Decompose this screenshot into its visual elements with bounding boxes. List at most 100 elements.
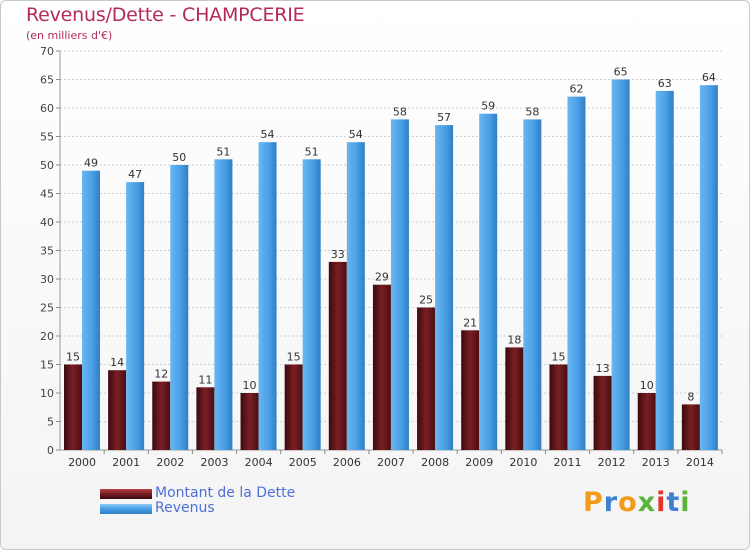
logo-letter: o [618,487,638,518]
legend-swatch-revenus [100,504,152,514]
data-label-revenus: 64 [702,71,716,84]
data-label-dette: 12 [154,368,168,381]
data-label-revenus: 54 [349,128,363,141]
data-label-dette: 29 [375,271,389,284]
y-tick-label: 15 [40,359,54,372]
legend-label-revenus: Revenus [155,500,215,516]
bar-dette [108,370,127,450]
bar-dette [152,381,171,450]
data-label-revenus: 51 [216,145,230,158]
data-label-dette: 25 [419,294,433,307]
bar-dette [461,330,480,450]
x-tick-label: 2008 [421,456,449,469]
data-label-revenus: 59 [481,100,495,113]
x-tick-label: 2012 [598,456,626,469]
bar-revenus [302,159,321,451]
y-tick-label: 20 [40,330,54,343]
bar-dette [372,284,391,450]
data-label-revenus: 49 [84,157,98,170]
data-label-revenus: 54 [261,128,275,141]
y-tick-label: 0 [47,444,54,457]
bar-dette [417,307,436,450]
data-label-revenus: 63 [658,77,672,90]
y-tick-label: 35 [40,245,54,258]
y-tick-label: 55 [40,131,54,144]
y-tick-label: 25 [40,302,54,315]
data-label-revenus: 57 [437,111,451,124]
logo-letter: i [680,487,691,518]
bar-dette [284,364,303,450]
x-tick-label: 2013 [642,456,670,469]
x-tick-label: 2001 [112,456,140,469]
bar-revenus [126,182,145,450]
data-label-dette: 10 [243,379,257,392]
bar-revenus [82,170,100,450]
bar-revenus [523,119,542,451]
y-tick-label: 65 [40,74,54,87]
bar-revenus [435,125,454,450]
data-label-dette: 21 [463,316,477,329]
data-label-dette: 10 [640,379,654,392]
data-label-dette: 8 [687,390,694,403]
data-label-dette: 13 [596,362,610,375]
data-label-revenus: 50 [172,151,186,164]
data-label-dette: 18 [507,333,521,346]
bar-revenus [479,113,498,450]
y-tick-label: 10 [40,387,54,400]
x-tick-label: 2009 [465,456,493,469]
data-label-dette: 15 [66,351,80,364]
x-tick-label: 2014 [686,456,714,469]
logo-letter: r [603,487,619,518]
bar-dette [64,364,82,450]
bar-dette [505,347,524,450]
bar-dette [593,375,612,450]
x-tick-label: 2002 [156,456,184,469]
bar-dette [196,387,215,450]
y-tick-label: 30 [40,273,54,286]
proxiti-logo: Proxiti [583,487,691,518]
x-tick-label: 2003 [200,456,228,469]
y-tick-label: 40 [40,216,54,229]
x-tick-label: 2005 [289,456,317,469]
data-label-revenus: 62 [569,83,583,96]
data-label-dette: 14 [110,356,124,369]
x-tick-label: 2010 [509,456,537,469]
bar-revenus [699,85,718,450]
data-label-revenus: 58 [393,105,407,118]
bar-dette [240,393,259,450]
logo-letter: P [583,487,604,518]
logo-letter: i [656,487,667,518]
bar-revenus [390,119,409,451]
data-label-dette: 33 [331,248,345,261]
bar-revenus [170,165,189,450]
y-tick-label: 60 [40,102,54,115]
y-tick-label: 45 [40,188,54,201]
bar-dette [637,393,656,450]
logo-letter: x [637,487,657,518]
chart-title: Revenus/Dette - CHAMPCERIE [26,4,305,26]
bar-revenus [346,142,365,450]
legend-label-dette: Montant de la Dette [155,485,296,501]
data-label-revenus: 58 [525,105,539,118]
bar-revenus [611,79,630,450]
x-tick-label: 2000 [68,456,96,469]
data-label-revenus: 47 [128,168,142,181]
bar-revenus [214,159,233,451]
bar-revenus [258,142,277,450]
data-label-dette: 15 [287,351,301,364]
chart-subtitle: (en milliers d'€) [26,29,113,42]
x-tick-label: 2004 [245,456,273,469]
y-tick-label: 5 [47,416,54,429]
bar-revenus [567,96,586,450]
logo-letter: t [666,487,681,518]
data-label-revenus: 65 [614,66,628,79]
data-label-dette: 15 [551,351,565,364]
x-tick-label: 2006 [333,456,361,469]
bar-revenus [655,90,674,451]
data-label-dette: 11 [198,373,212,386]
y-tick-label: 50 [40,159,54,172]
bar-dette [328,261,347,450]
bar-dette [549,364,568,450]
y-tick-label: 70 [40,45,54,58]
